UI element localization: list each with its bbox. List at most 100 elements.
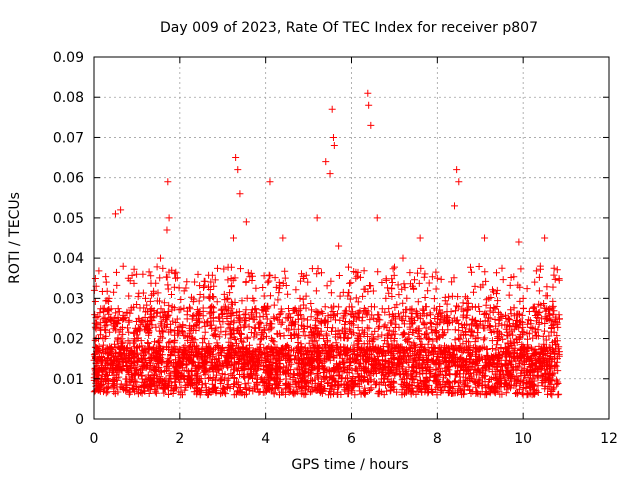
data-point [442,355,450,363]
data-point [352,274,360,282]
data-point [425,335,433,343]
data-point [541,234,549,242]
data-point [328,105,336,113]
data-point [164,178,172,186]
y-tick-label: 0.07 [53,130,84,146]
y-tick-label: 0.03 [53,291,84,307]
data-point [502,314,510,322]
data-point [549,302,557,310]
data-point [408,314,416,322]
x-tick-label: 2 [175,431,184,447]
data-point [481,234,489,242]
data-point [180,367,188,375]
data-point [335,242,343,250]
data-point [234,166,242,174]
data-point [99,367,107,375]
data-point [367,121,375,129]
data-point [172,274,180,282]
data-point [249,294,257,302]
data-point [266,178,274,186]
y-tick-label: 0 [75,412,84,428]
x-axis-label: GPS time / hours [291,457,408,473]
data-point [287,335,295,343]
data-point [223,314,231,322]
data-point [124,274,132,282]
x-tick-label: 4 [261,431,270,447]
x-tick-label: 0 [90,431,99,447]
data-point [279,234,287,242]
data-point [463,294,471,302]
x-tick-label: 8 [433,431,442,447]
data-point [257,335,265,343]
y-tick-label: 0.09 [53,50,84,66]
y-axis-ticks: 0 0.01 0.02 0.03 0.04 0.05 0.06 0.07 0.08 0.09 [53,50,609,428]
data-point [433,274,441,282]
y-tick-label: 0.01 [53,372,84,388]
data-point [206,294,214,302]
data-point [519,294,527,302]
data-point [197,375,205,383]
data-point [554,355,561,363]
data-point [189,335,197,343]
data-point [455,178,463,186]
data-points [92,89,561,383]
data-point [485,294,493,302]
data-point [214,355,222,363]
data-point [536,262,544,270]
data-point [329,133,337,141]
data-point [360,367,368,375]
data-point [119,314,127,322]
data-point [543,314,551,322]
data-point [472,335,480,343]
x-tick-label: 10 [514,431,532,447]
data-point [95,343,103,351]
data-point [416,234,424,242]
data-point [322,158,330,166]
data-point [236,190,244,198]
data-point [453,166,461,174]
y-tick-label: 0.05 [53,211,84,227]
scatter-point-cloud [90,262,563,399]
data-point [242,218,250,226]
data-point [133,335,141,343]
data-point [364,89,372,97]
y-tick-label: 0.04 [53,251,84,267]
data-point [382,294,390,302]
data-point [390,335,398,343]
data-point [493,335,501,343]
data-point [105,294,113,302]
data-point [157,254,165,262]
data-point [296,294,304,302]
data-point [343,335,351,343]
y-tick-label: 0.08 [53,90,84,106]
chart-title: Day 009 of 2023, Rate Of TEC Index for r… [160,20,538,36]
x-axis-ticks: 0 2 4 6 8 10 12 [90,57,618,447]
data-point [511,355,519,363]
y-tick-label: 0.02 [53,332,84,348]
data-point [373,214,381,222]
data-point [111,210,119,218]
data-point [270,314,278,322]
data-point [330,141,338,149]
data-point [515,238,523,246]
background-scatter-cloud [90,262,563,399]
data-point [305,355,313,363]
data-point [528,355,536,363]
y-tick-label: 0.06 [53,171,84,187]
y-axis-label: ROTI / TECUs [7,192,23,284]
data-point [399,254,407,262]
x-tick-label: 6 [347,431,356,447]
x-tick-label: 12 [600,431,618,447]
data-point [313,214,321,222]
data-point [142,294,149,302]
data-point [451,202,458,210]
grid-layer [94,57,609,419]
data-point [326,170,334,178]
data-point [150,355,158,363]
data-point [163,226,171,234]
data-point [229,234,237,242]
data-point [365,101,373,109]
data-point [232,154,240,162]
data-point [165,214,173,222]
